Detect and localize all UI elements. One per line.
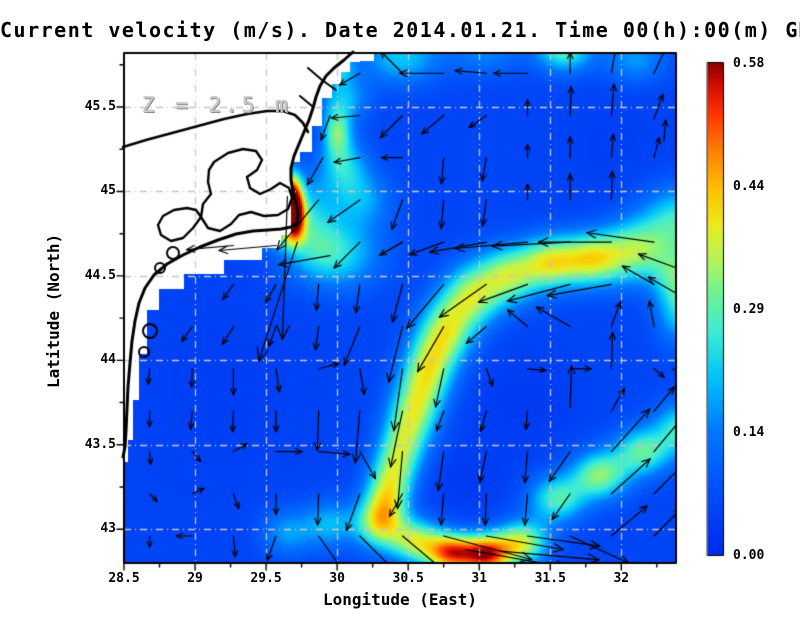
y-tick-label: 44: [100, 352, 116, 368]
colorbar-tick-label: 0.00: [733, 548, 765, 563]
colorbar-tick-label: 0.58: [733, 56, 765, 71]
y-tick-label: 43.5: [84, 436, 116, 452]
y-tick-label: 45: [100, 183, 116, 199]
x-tick-label: 28.5: [108, 571, 140, 586]
x-tick-label: 30.5: [392, 571, 424, 586]
x-tick-label: 31: [471, 571, 488, 586]
y-tick-label: 43: [100, 521, 116, 537]
x-tick-label: 29: [187, 571, 203, 586]
y-axis-label: Latitude (North): [44, 233, 63, 389]
x-tick-label: 30: [329, 571, 345, 586]
colorbar-tick-label: 0.29: [733, 302, 765, 317]
x-tick-label: 32: [613, 571, 630, 586]
plot-title: Current velocity (m/s). Date 2014.01.21.…: [0, 18, 800, 42]
colorbar-tick-label: 0.14: [733, 425, 765, 440]
x-axis-label: Longitude (East): [322, 590, 478, 609]
colorbar-tick-label: 0.44: [733, 179, 765, 194]
y-tick-label: 44.5: [84, 267, 116, 283]
x-tick-label: 29.5: [250, 571, 282, 586]
y-tick-label: 45.5: [84, 99, 116, 115]
depth-label: Z = 2.5 m: [142, 93, 292, 117]
x-tick-label: 31.5: [534, 571, 566, 586]
